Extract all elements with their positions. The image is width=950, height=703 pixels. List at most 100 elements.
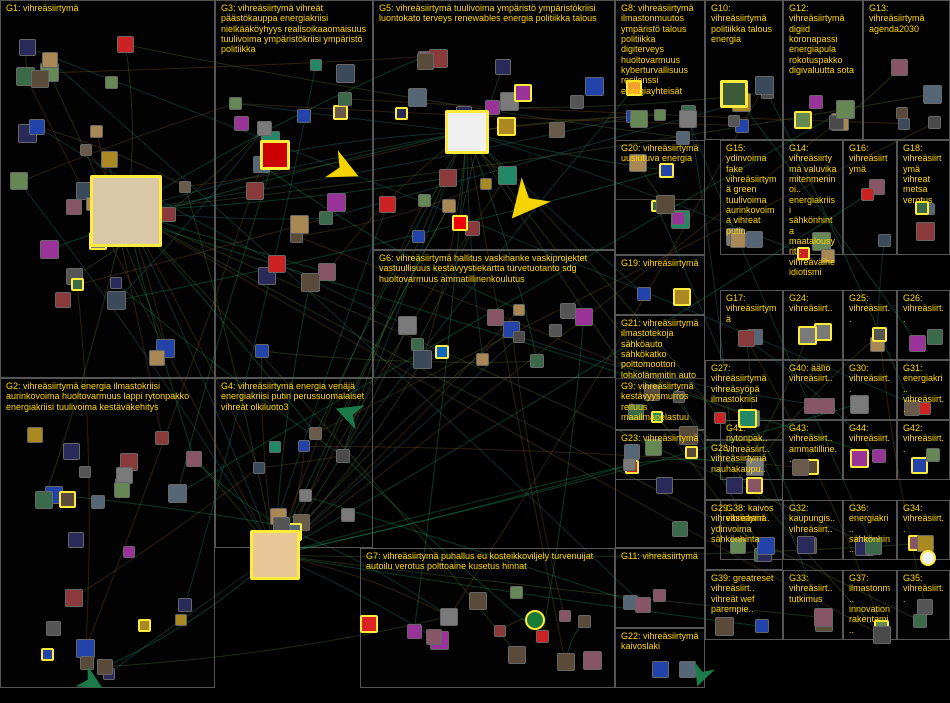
- graph-node[interactable]: [672, 521, 688, 537]
- graph-node[interactable]: [42, 52, 58, 68]
- graph-node[interactable]: [637, 287, 651, 301]
- graph-node[interactable]: [105, 76, 118, 89]
- graph-node[interactable]: [494, 625, 506, 637]
- graph-node[interactable]: [746, 477, 763, 494]
- graph-node[interactable]: [536, 630, 549, 643]
- graph-node[interactable]: [549, 324, 562, 337]
- graph-node[interactable]: [114, 482, 130, 498]
- graph-node[interactable]: [439, 169, 457, 187]
- graph-node[interactable]: [476, 353, 489, 366]
- graph-node[interactable]: [149, 350, 165, 366]
- graph-node[interactable]: [560, 303, 576, 319]
- graph-node[interactable]: [435, 345, 449, 359]
- graph-node[interactable]: [71, 278, 84, 291]
- graph-node[interactable]: [452, 215, 468, 231]
- graph-node[interactable]: [179, 181, 191, 193]
- graph-node[interactable]: [46, 621, 61, 636]
- graph-node[interactable]: [583, 651, 602, 670]
- graph-node[interactable]: [260, 140, 290, 170]
- graph-node[interactable]: [510, 586, 523, 599]
- graph-node[interactable]: [928, 116, 941, 129]
- graph-node[interactable]: [653, 589, 666, 602]
- graph-node[interactable]: [513, 331, 525, 343]
- graph-node[interactable]: [728, 115, 740, 127]
- graph-node[interactable]: [412, 230, 425, 243]
- graph-node[interactable]: [417, 53, 434, 70]
- graph-node[interactable]: [63, 443, 80, 460]
- graph-node[interactable]: [445, 110, 489, 154]
- graph-node[interactable]: [495, 59, 511, 75]
- graph-node[interactable]: [804, 398, 820, 414]
- graph-node[interactable]: [268, 255, 286, 273]
- graph-node[interactable]: [652, 661, 669, 678]
- graph-node[interactable]: [398, 316, 417, 335]
- graph-node[interactable]: [630, 110, 648, 128]
- graph-node[interactable]: [138, 619, 151, 632]
- graph-node[interactable]: [178, 598, 192, 612]
- graph-node[interactable]: [290, 215, 309, 234]
- graph-node[interactable]: [408, 88, 427, 107]
- graph-node[interactable]: [91, 495, 105, 509]
- graph-node[interactable]: [913, 614, 927, 628]
- graph-node[interactable]: [90, 125, 103, 138]
- graph-node[interactable]: [338, 92, 352, 106]
- graph-node[interactable]: [549, 122, 565, 138]
- graph-node[interactable]: [814, 608, 833, 627]
- graph-node[interactable]: [297, 109, 311, 123]
- graph-node[interactable]: [168, 484, 187, 503]
- graph-node[interactable]: [755, 76, 774, 95]
- graph-node[interactable]: [654, 109, 666, 121]
- graph-node[interactable]: [896, 107, 908, 119]
- graph-node[interactable]: [31, 70, 49, 88]
- graph-node[interactable]: [672, 212, 685, 225]
- graph-node[interactable]: [909, 335, 926, 352]
- graph-node[interactable]: [379, 196, 396, 213]
- graph-node[interactable]: [440, 608, 458, 626]
- graph-node[interactable]: [246, 182, 264, 200]
- graph-node[interactable]: [578, 615, 591, 628]
- graph-node[interactable]: [255, 344, 269, 358]
- graph-node[interactable]: [623, 458, 636, 471]
- graph-node[interactable]: [234, 116, 249, 131]
- graph-node[interactable]: [624, 444, 640, 460]
- graph-node[interactable]: [59, 491, 76, 508]
- graph-node[interactable]: [720, 80, 748, 108]
- graph-node[interactable]: [360, 615, 378, 633]
- graph-node[interactable]: [29, 119, 45, 135]
- graph-node[interactable]: [186, 451, 202, 467]
- graph-node[interactable]: [923, 85, 942, 104]
- graph-node[interactable]: [253, 462, 265, 474]
- graph-node[interactable]: [301, 273, 320, 292]
- graph-node[interactable]: [819, 398, 835, 414]
- graph-node[interactable]: [395, 107, 408, 120]
- graph-node[interactable]: [916, 222, 935, 241]
- graph-node[interactable]: [469, 592, 487, 610]
- graph-node[interactable]: [497, 117, 516, 136]
- graph-node[interactable]: [107, 291, 126, 310]
- graph-node[interactable]: [35, 491, 53, 509]
- graph-node[interactable]: [656, 195, 675, 214]
- graph-node[interactable]: [480, 178, 492, 190]
- graph-node[interactable]: [318, 263, 336, 281]
- graph-node[interactable]: [413, 350, 432, 369]
- graph-node[interactable]: [559, 610, 571, 622]
- graph-node[interactable]: [442, 199, 456, 213]
- graph-node[interactable]: [407, 624, 422, 639]
- graph-node[interactable]: [19, 39, 36, 56]
- graph-node[interactable]: [327, 193, 346, 212]
- graph-node[interactable]: [110, 277, 122, 289]
- graph-node[interactable]: [55, 292, 71, 308]
- graph-node[interactable]: [927, 329, 943, 345]
- graph-node[interactable]: [310, 59, 322, 71]
- graph-node[interactable]: [514, 84, 532, 102]
- graph-node[interactable]: [117, 36, 134, 53]
- graph-node[interactable]: [878, 234, 891, 247]
- graph-node[interactable]: [65, 589, 83, 607]
- graph-node[interactable]: [418, 194, 431, 207]
- graph-node[interactable]: [755, 619, 769, 633]
- graph-node[interactable]: [738, 330, 755, 347]
- graph-node[interactable]: [319, 211, 333, 225]
- graph-node[interactable]: [80, 144, 92, 156]
- graph-node[interactable]: [66, 199, 82, 215]
- graph-node[interactable]: [101, 151, 118, 168]
